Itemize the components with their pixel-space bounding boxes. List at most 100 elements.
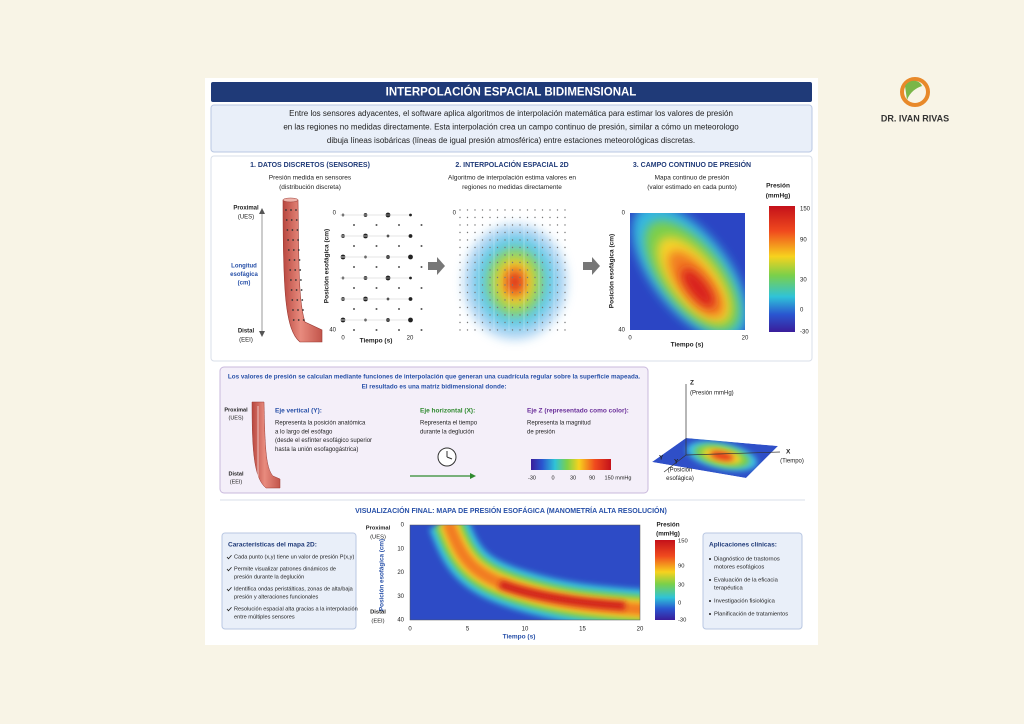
grid-node — [511, 254, 514, 256]
grid-node — [459, 284, 461, 286]
grid-node — [474, 246, 476, 249]
sensor — [301, 299, 304, 301]
label: presión y alteraciones funcionales — [234, 594, 318, 600]
grid-node — [511, 321, 514, 324]
grid-node — [489, 246, 491, 249]
panel-subtitle: Mapa continuo de presión — [655, 175, 730, 182]
panel-subtitle: Presión medida en sensores — [269, 175, 352, 182]
tick-label: 10 — [522, 627, 529, 633]
grid-node — [549, 299, 551, 301]
grid-node — [459, 254, 461, 256]
grid-node — [541, 216, 544, 219]
grid-node — [481, 306, 484, 309]
grid-node — [556, 269, 559, 271]
grid-node — [556, 224, 559, 226]
section-frame — [210, 155, 813, 362]
grid-node — [511, 306, 514, 309]
tick-label: 0 — [453, 211, 457, 217]
label: Distal — [238, 329, 255, 335]
grid-node — [496, 306, 499, 309]
grid-node — [481, 216, 484, 219]
esophagus-small — [251, 401, 281, 489]
grid-node — [511, 216, 514, 219]
label: (EEI) — [230, 479, 243, 485]
grid-node — [549, 216, 551, 219]
grid-node — [459, 329, 461, 331]
grid-node — [466, 299, 469, 301]
grid-node — [474, 291, 476, 294]
label: (mmHg) — [656, 531, 680, 538]
header-bar — [211, 82, 812, 102]
intro-line: Entre los sensores adyacentes, el softwa… — [289, 109, 733, 118]
grid-node — [489, 216, 491, 219]
grid-node — [519, 314, 521, 316]
grid-node — [489, 306, 491, 309]
grid-node — [556, 209, 559, 211]
grid-node — [496, 216, 499, 219]
label: Diagnóstico de trastornos — [714, 557, 780, 563]
grid-node — [526, 209, 529, 211]
intro-line: en las regiones no medidas directamente.… — [283, 123, 739, 132]
grid-node — [511, 224, 514, 226]
axis-heading: Eje Z (representado como color): — [527, 408, 629, 415]
grid-node — [496, 239, 499, 241]
grid-node — [459, 231, 461, 234]
tick-label: 5 — [466, 627, 470, 633]
grid-node — [564, 306, 566, 309]
grid-node — [549, 224, 551, 226]
label: Representa la posición anatómica — [275, 421, 366, 427]
grid-node — [511, 246, 514, 249]
tick-label: -30 — [678, 618, 686, 624]
label: (EEI) — [239, 338, 253, 344]
grid-node — [466, 284, 469, 286]
axis-title: Tiempo (s) — [360, 338, 393, 345]
label: (mmHg) — [766, 193, 791, 200]
grid-node — [541, 284, 544, 286]
grid-node — [519, 306, 521, 309]
label: terapéutica — [714, 586, 743, 592]
sensor-dot — [409, 276, 412, 280]
label: de presión — [527, 429, 555, 435]
grid-node — [496, 261, 499, 264]
sensor — [295, 219, 298, 221]
sensor-dot — [375, 266, 378, 268]
tick-label: 0 — [551, 475, 554, 481]
sensor-dot — [420, 308, 423, 310]
grid-node — [489, 314, 491, 316]
panel-subtitle: (valor estimado en cada punto) — [647, 184, 737, 191]
grid-node — [519, 321, 521, 324]
grid-node — [504, 254, 506, 256]
grid-node — [496, 209, 499, 211]
grid-node — [474, 276, 476, 279]
colorbar — [655, 540, 675, 620]
grid-node — [549, 231, 551, 234]
check — [226, 607, 232, 612]
grid-node — [519, 239, 521, 241]
grid-node — [549, 284, 551, 286]
grid-node — [489, 231, 491, 234]
tick-label: 0 — [408, 627, 412, 633]
sensor-dot — [398, 329, 400, 331]
grid-node — [556, 239, 559, 241]
features-box — [221, 532, 357, 630]
sensor-dot — [353, 245, 355, 247]
grid-node — [459, 209, 461, 211]
grid-node — [564, 246, 566, 249]
sensor-dot — [353, 287, 355, 289]
header-title: INTERPOLACIÓN ESPACIAL BIDIMENSIONAL — [386, 86, 637, 99]
axis-title: Posición esofágica (cm) — [379, 539, 386, 611]
grid-node — [466, 239, 469, 241]
heat-blob — [681, 268, 715, 308]
grid-node — [534, 246, 536, 249]
label: Presión — [656, 522, 679, 529]
label: motores esofágicos — [714, 565, 764, 571]
sensor-dot — [420, 329, 423, 331]
grid-node — [534, 276, 536, 279]
grid-node — [496, 246, 499, 249]
grid-node — [481, 239, 484, 241]
sensor-dot — [353, 266, 355, 268]
grid-node — [549, 254, 551, 256]
grid-node — [504, 276, 506, 279]
grid-node — [511, 284, 514, 286]
